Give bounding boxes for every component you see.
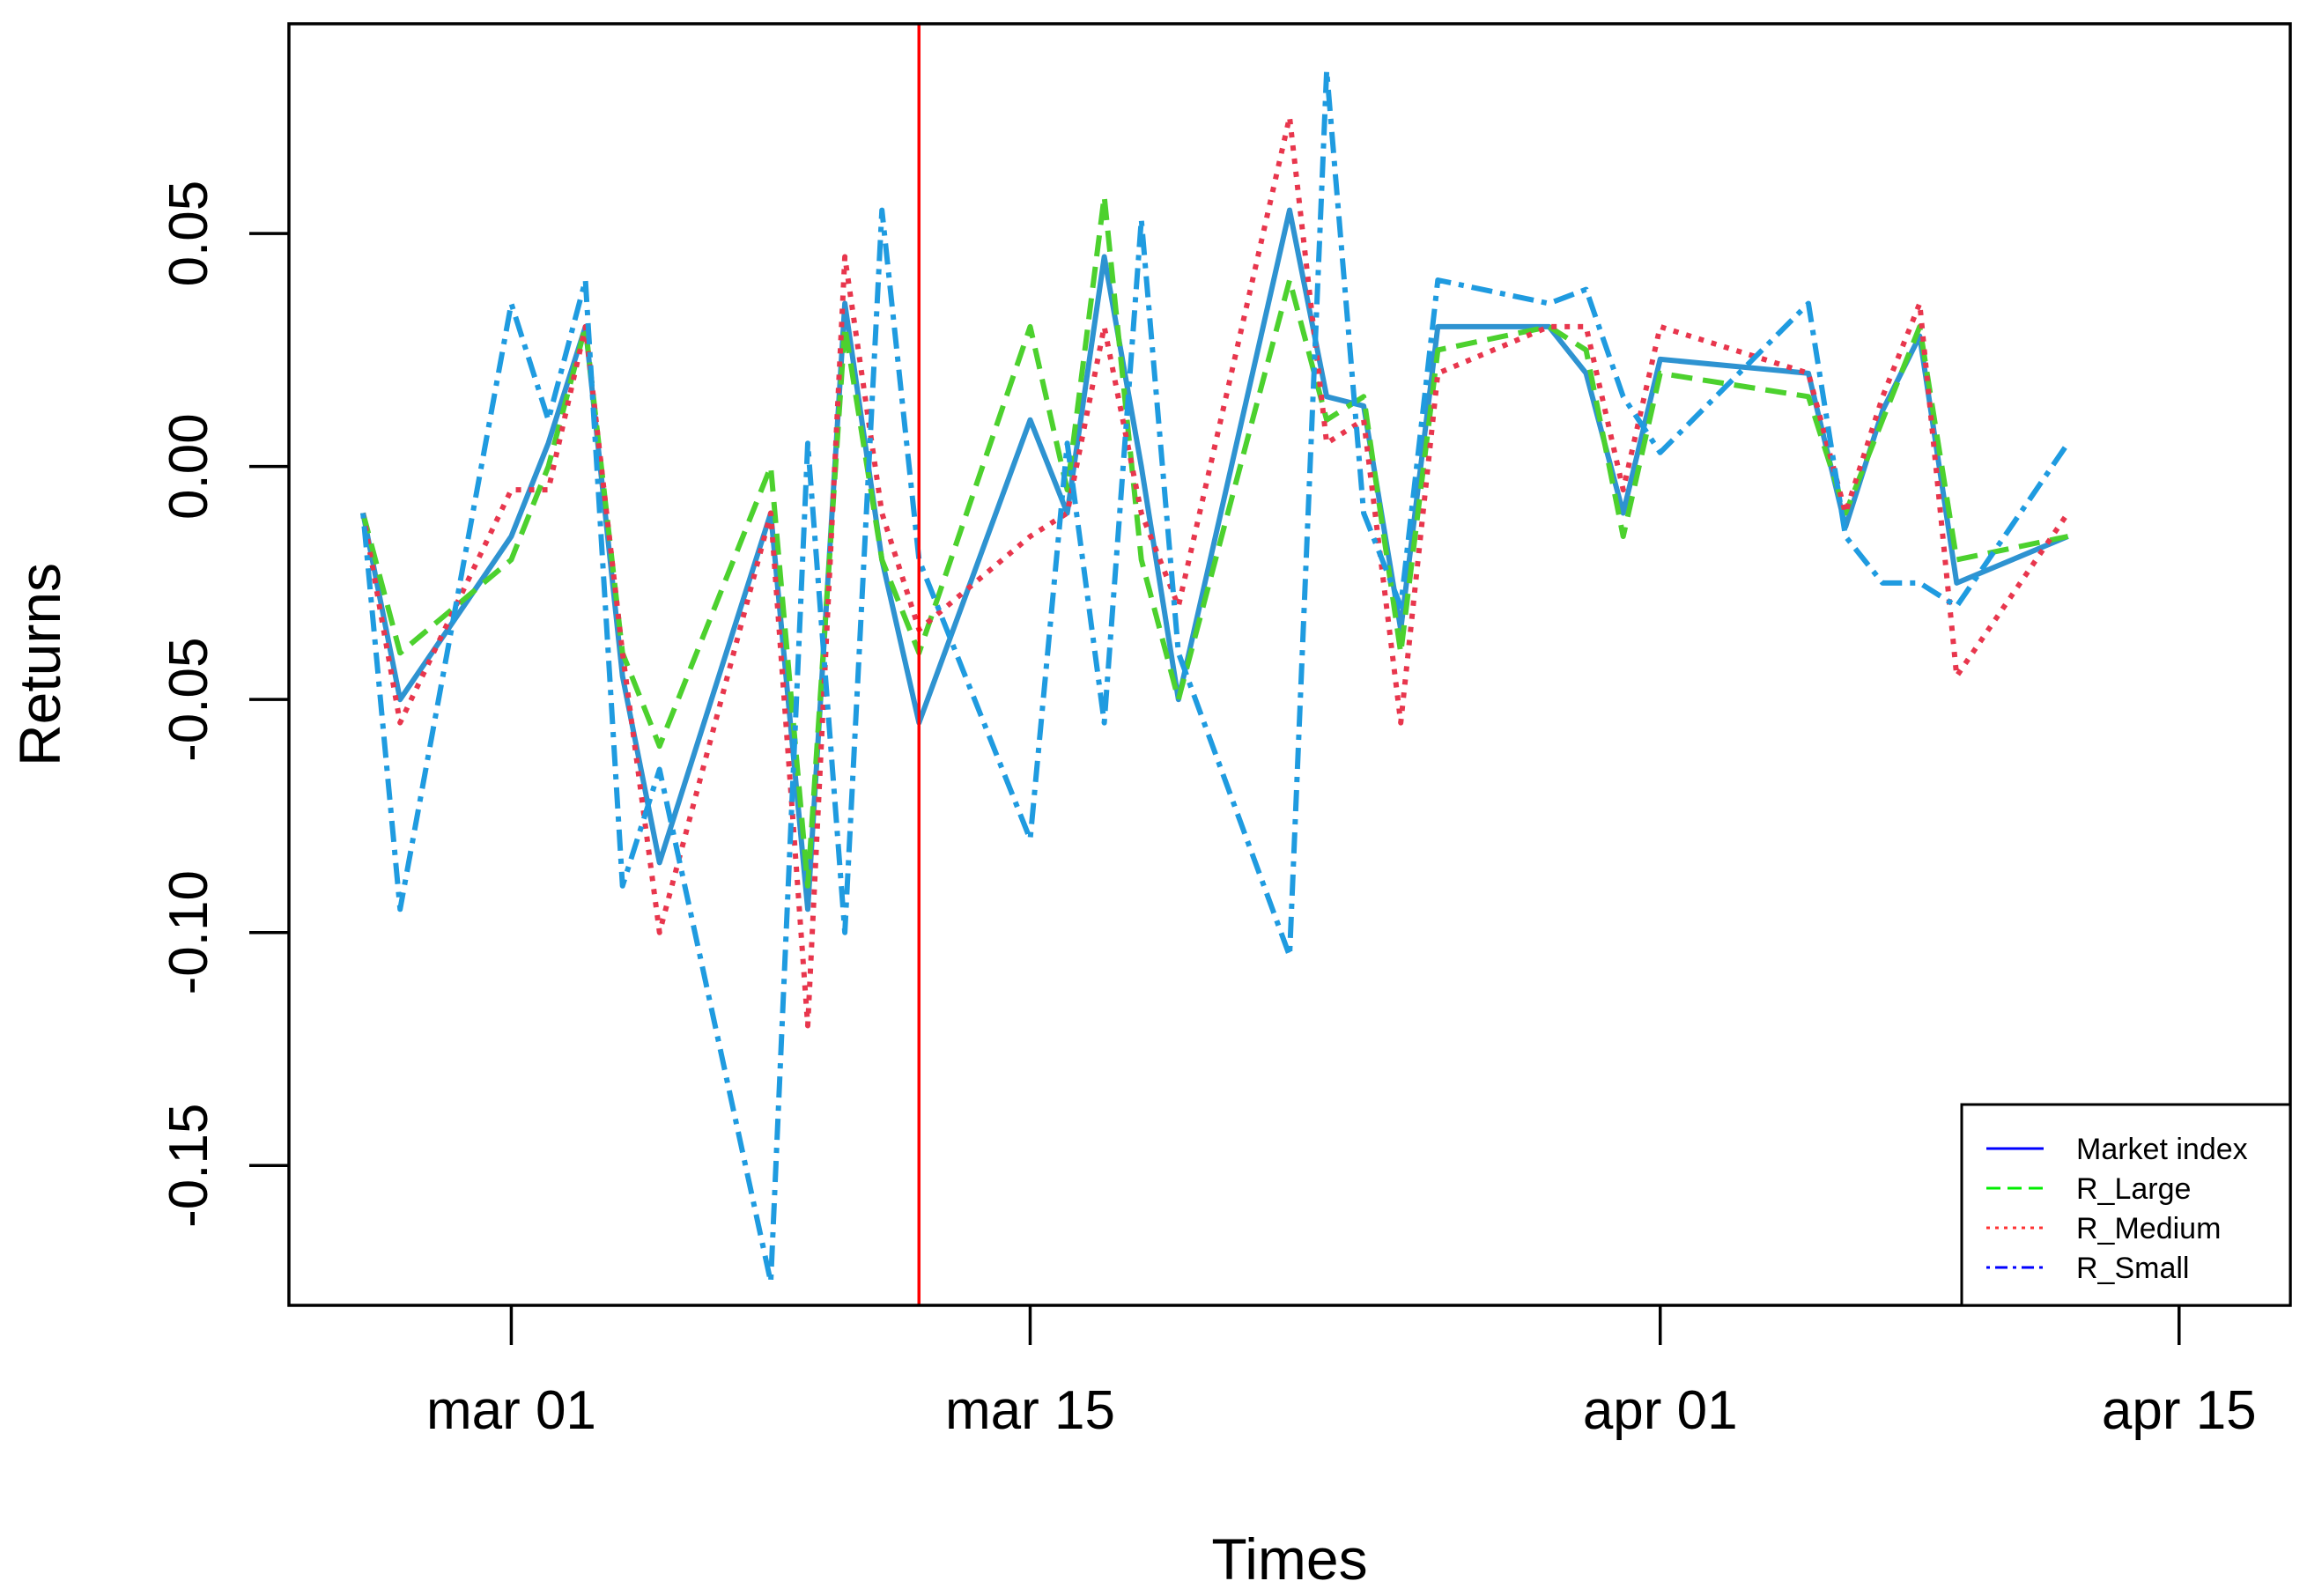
legend: Market index R_Large R_Medium R_Small (1960, 1103, 2292, 1307)
y-axis: 0.05 0.00 -0.05 -0.10 -0.15 (159, 181, 289, 1228)
y-tick-label: 0.00 (159, 413, 219, 520)
plot-lines (360, 67, 2071, 1285)
x-axis: mar 01 mar 15 apr 01 apr 15 (426, 1305, 2257, 1441)
x-tick-label: mar 01 (426, 1380, 596, 1441)
series-line-2 (360, 114, 2071, 1029)
legend-label: Market index (2076, 1133, 2248, 1166)
legend-label: R_Medium (2076, 1212, 2221, 1245)
legend-label: R_Small (2076, 1252, 2189, 1285)
series-line-1 (360, 193, 2069, 889)
legend-label: R_Large (2076, 1172, 2191, 1206)
x-tick-label: mar 15 (945, 1380, 1115, 1441)
y-axis-title: Returns (7, 563, 72, 766)
x-tick-label: apr 15 (2102, 1380, 2257, 1441)
y-tick-label: 0.05 (159, 181, 219, 287)
x-tick-label: apr 01 (1583, 1380, 1738, 1441)
y-tick-label: -0.15 (159, 1104, 219, 1228)
series-line-3 (360, 67, 2071, 1285)
plot-frame (287, 22, 2292, 1307)
y-tick-label: -0.10 (159, 870, 219, 994)
x-axis-title: Times (1211, 1526, 1367, 1592)
legend-box (1960, 1103, 2292, 1307)
y-tick-label: -0.05 (159, 638, 219, 762)
